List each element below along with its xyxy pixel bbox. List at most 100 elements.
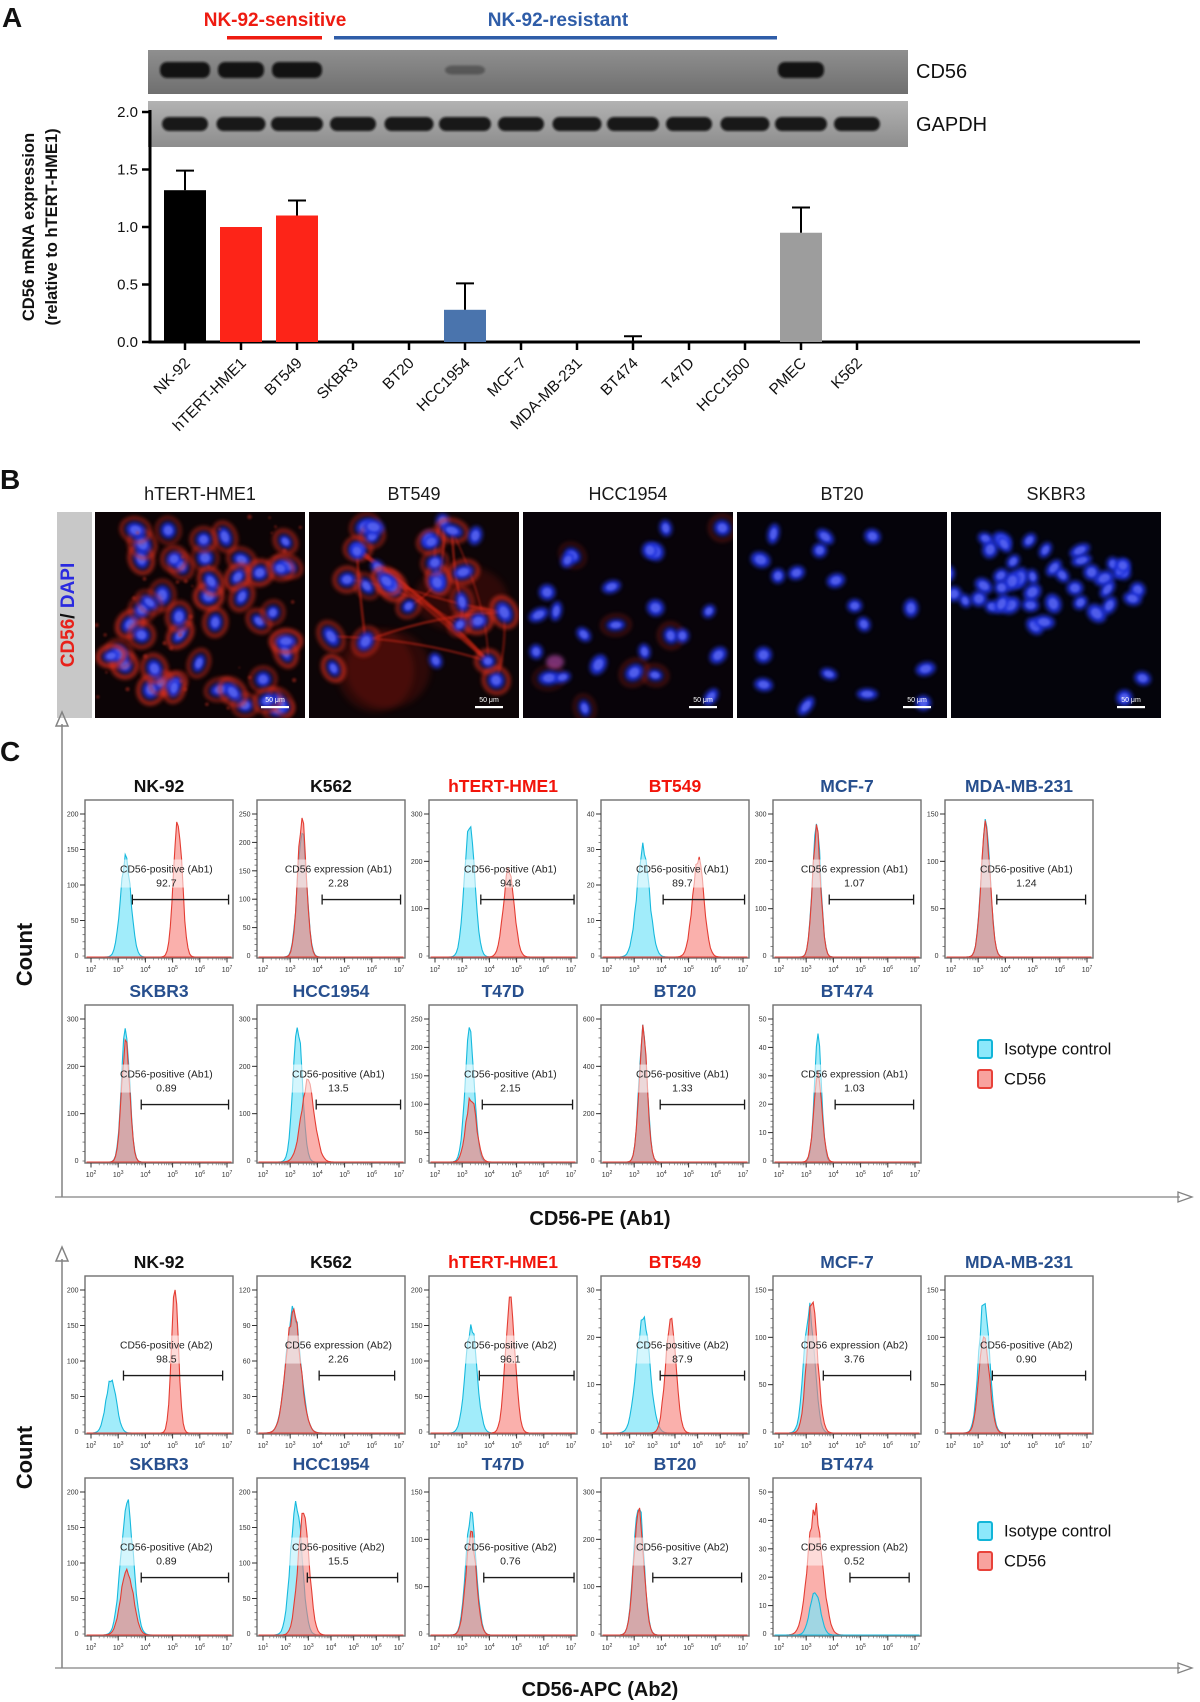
svg-text:100: 100	[239, 897, 251, 904]
svg-text:103: 103	[113, 1441, 124, 1450]
scale-bar-label: 50 μm	[265, 697, 285, 704]
svg-text:200: 200	[67, 1288, 79, 1295]
svg-text:106: 106	[539, 1643, 550, 1652]
svg-text:50: 50	[71, 1394, 79, 1401]
flow-plot-NK-92: NK-92 50 100 150 200 0 102 103 104 105 106 107 CD56-…	[67, 776, 234, 974]
a-category-BT20: BT20	[380, 355, 418, 393]
svg-text:106: 106	[195, 1643, 206, 1652]
gate-value: 1.33	[672, 1083, 693, 1095]
svg-text:104: 104	[828, 1170, 839, 1179]
flow-title: MCF-7	[820, 776, 873, 796]
a-category-K562: K562	[828, 355, 866, 393]
gate-value: 13.5	[328, 1083, 349, 1095]
svg-text:102: 102	[86, 1170, 97, 1179]
gel-label-cd56: CD56	[916, 61, 967, 83]
svg-text:104: 104	[140, 1441, 151, 1450]
svg-text:150: 150	[411, 1073, 423, 1080]
flow-title: T47D	[482, 1454, 525, 1474]
a-ylabel-2: (relative to hTERT-HME1)	[43, 128, 61, 325]
svg-text:102: 102	[430, 1441, 441, 1450]
stain-label: CD56/ DAPI	[58, 563, 79, 668]
svg-text:103: 103	[973, 1441, 984, 1450]
gate-value: 0.90	[1016, 1354, 1037, 1366]
panel-a: NK-92-sensitive NK-92-resistant CD56 GAPDH 0…	[20, 10, 1140, 435]
svg-text:102: 102	[946, 1441, 957, 1450]
svg-text:0: 0	[75, 1429, 79, 1436]
svg-text:20: 20	[587, 1335, 595, 1342]
flow-plot-T47D: T47D 50 100 150 0 102 103 104 105 106 107 CD56-posi…	[411, 1454, 578, 1652]
micrograph-BT20: 50 μm	[737, 512, 947, 718]
gate-label: CD56-positive (Ab1)	[120, 865, 213, 876]
svg-text:107: 107	[738, 1643, 749, 1652]
a-category-BT474: BT474	[598, 355, 643, 400]
a-ytick: 1.5	[117, 162, 138, 179]
svg-text:104: 104	[484, 1441, 495, 1450]
svg-text:105: 105	[683, 1643, 694, 1652]
svg-text:104: 104	[484, 1170, 495, 1179]
flow-plot-HCC1954: HCC1954 100 200 300 0 102 103 104 105 106 107 CD56-…	[239, 981, 406, 1179]
svg-text:30: 30	[759, 1073, 767, 1080]
svg-text:107: 107	[222, 1170, 233, 1179]
scale-bar-label: 50 μm	[907, 697, 927, 704]
svg-text:0: 0	[935, 1429, 939, 1436]
svg-text:50: 50	[759, 1490, 767, 1497]
svg-text:100: 100	[67, 1359, 79, 1366]
flow-plot-HCC1954: HCC1954 50 100 150 200 0 101 102 103 104 105 106 107…	[239, 1454, 406, 1652]
bar-BT549	[276, 215, 318, 342]
a-category-MCF-7: MCF-7	[484, 355, 530, 401]
gate-value: 0.76	[500, 1556, 521, 1568]
gate-value: 0.52	[844, 1556, 865, 1568]
svg-text:104: 104	[140, 965, 151, 974]
panel-a-label: A	[2, 2, 23, 33]
hist-red	[946, 820, 1092, 958]
gate-label: CD56 expression (Ab2)	[285, 1341, 392, 1352]
gate-label: CD56 expression (Ab1)	[801, 865, 908, 876]
a-category-BT549: BT549	[262, 355, 306, 399]
a-category-T47D: T47D	[659, 355, 698, 394]
svg-text:20: 20	[759, 1575, 767, 1582]
svg-text:50: 50	[931, 906, 939, 913]
svg-text:50: 50	[243, 1596, 251, 1603]
svg-text:105: 105	[167, 965, 178, 974]
svg-text:107: 107	[738, 965, 749, 974]
flow-title: MDA-MB-231	[965, 776, 1073, 796]
flow-plot-MDA-MB-231: MDA-MB-231 50 100 150 0 102 103 104 105 106 107 CD5…	[927, 1252, 1094, 1450]
legend-label: Isotype control	[1004, 1041, 1111, 1059]
micrograph-BT549: 50 μm	[309, 512, 519, 718]
gate-label: CD56-positive (Ab1)	[464, 1070, 557, 1081]
svg-text:200: 200	[239, 840, 251, 847]
svg-text:104: 104	[1000, 1441, 1011, 1450]
legend-label: CD56	[1004, 1553, 1046, 1571]
gate-label: CD56 expression (Ab1)	[285, 865, 392, 876]
flow-title: HCC1954	[293, 1454, 370, 1474]
svg-text:150: 150	[411, 1323, 423, 1330]
svg-text:0: 0	[763, 1429, 767, 1436]
panel-c-label: C	[0, 736, 21, 767]
svg-text:100: 100	[67, 1111, 79, 1118]
svg-text:300: 300	[67, 1017, 79, 1024]
svg-text:300: 300	[755, 812, 767, 819]
svg-text:105: 105	[167, 1643, 178, 1652]
svg-text:102: 102	[946, 965, 957, 974]
svg-text:50: 50	[759, 1017, 767, 1024]
svg-text:104: 104	[828, 1643, 839, 1652]
svg-text:0: 0	[75, 1631, 79, 1638]
scale-bar-label: 50 μm	[1121, 697, 1141, 704]
a-category-HCC1500: HCC1500	[694, 355, 754, 415]
svg-text:100: 100	[67, 1561, 79, 1568]
gate-value: 98.5	[156, 1354, 177, 1366]
x-axis-arrow	[1177, 1662, 1194, 1674]
svg-text:150: 150	[67, 847, 79, 854]
svg-text:107: 107	[566, 965, 577, 974]
flow-plot-hTERT-HME1: hTERT-HME1 50 100 150 200 0 102 103 104 105 106 107…	[411, 1252, 578, 1450]
svg-text:0: 0	[763, 953, 767, 960]
flow-plot-SKBR3: SKBR3 100 200 300 0 102 103 104 105 106 107 CD56-po…	[67, 981, 234, 1179]
gate-label: CD56-positive (Ab2)	[636, 1543, 729, 1554]
svg-text:104: 104	[312, 965, 323, 974]
svg-text:104: 104	[140, 1170, 151, 1179]
svg-text:150: 150	[67, 1525, 79, 1532]
hist-red	[774, 1300, 920, 1434]
svg-text:102: 102	[774, 1441, 785, 1450]
svg-text:10: 10	[759, 1603, 767, 1610]
scale-bar	[475, 706, 503, 709]
